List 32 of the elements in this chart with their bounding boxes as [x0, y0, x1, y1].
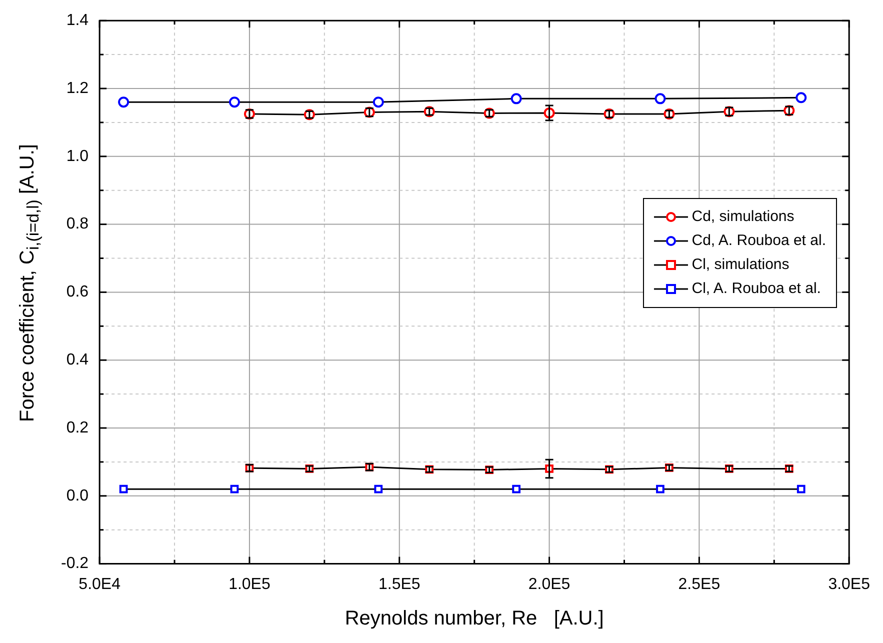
point: [118, 96, 130, 108]
point: [796, 484, 806, 494]
x-tick-label: 2.0E5: [528, 576, 570, 593]
y-tick-label: 1.2: [66, 80, 89, 97]
point: [374, 484, 383, 494]
point: [228, 96, 240, 108]
y-tick-label: 0.2: [66, 419, 89, 436]
x-tick-label: 1.0E5: [228, 576, 270, 593]
y-tick-label: 1.0: [66, 148, 89, 165]
y-tick-label: 0.4: [66, 352, 89, 369]
point: [510, 93, 522, 104]
legend-label: Cd, simulations: [692, 207, 794, 227]
point: [796, 92, 807, 104]
x-tick-label: 3.0E5: [828, 576, 870, 593]
legend-label: Cl, simulations: [692, 255, 790, 275]
point: [230, 484, 239, 494]
y-tick-label: 0.0: [66, 487, 89, 504]
x-tick-label: 1.5E5: [378, 576, 420, 593]
legend-label: Cl, A. Rouboa et al.: [692, 279, 821, 299]
y-tick-label: 0.6: [66, 284, 89, 301]
x-tick-label: 5.0E4: [78, 576, 121, 593]
point: [654, 93, 666, 104]
x-axis-title: Reynolds number, Re [A.U.]: [344, 608, 604, 630]
point: [656, 484, 664, 494]
point: [372, 96, 384, 108]
y-tick-label: -0.2: [60, 555, 89, 572]
x-tick-label: 2.5E5: [678, 576, 720, 593]
point: [119, 484, 128, 494]
point: [512, 484, 520, 494]
legend-label: Cd, A. Rouboa et al.: [692, 231, 826, 251]
y-tick-label: 1.4: [66, 12, 89, 30]
y-tick-label: 0.8: [66, 216, 89, 233]
